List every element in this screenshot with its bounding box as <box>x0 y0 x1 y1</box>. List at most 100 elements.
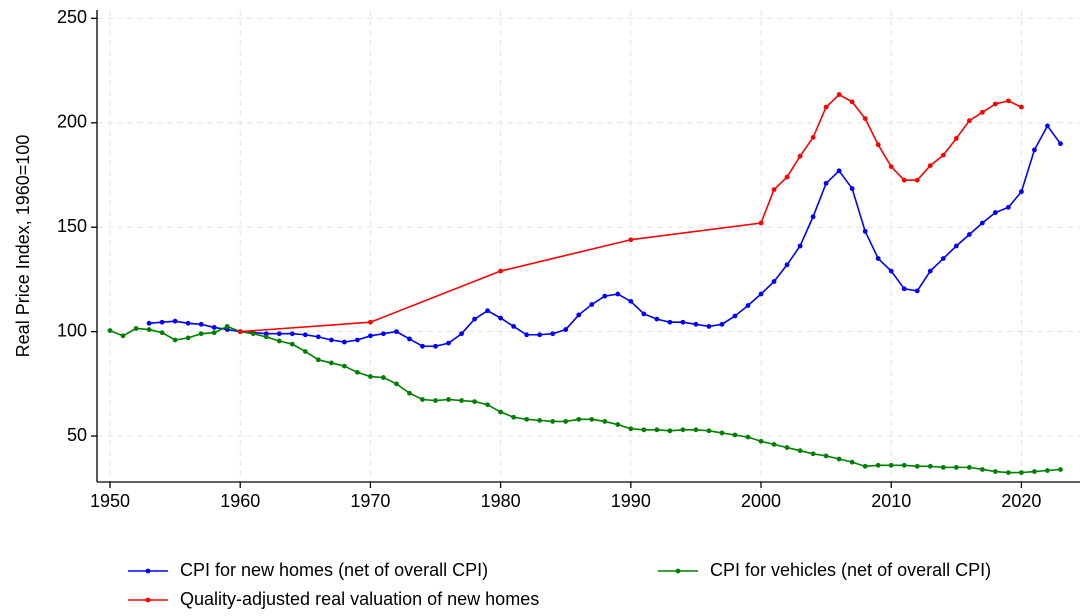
point <box>1058 467 1063 472</box>
point <box>654 316 660 322</box>
point <box>758 291 764 297</box>
point <box>823 104 829 110</box>
point <box>914 463 920 469</box>
legend-marker <box>145 597 151 603</box>
point <box>485 402 490 408</box>
point <box>992 469 998 474</box>
point <box>459 331 464 337</box>
point <box>966 464 972 470</box>
x-tick-label: 2020 <box>1001 491 1041 511</box>
point <box>394 381 399 387</box>
point <box>1032 469 1037 474</box>
point <box>185 320 191 326</box>
point <box>966 232 972 237</box>
point <box>810 134 816 140</box>
point <box>940 464 946 470</box>
point <box>810 214 816 220</box>
point <box>979 109 985 115</box>
point <box>433 398 438 403</box>
y-tick-label: 250 <box>57 7 87 27</box>
point <box>797 448 803 454</box>
point <box>302 349 308 354</box>
point <box>602 293 608 299</box>
point <box>537 332 543 338</box>
point <box>146 320 152 326</box>
point <box>784 445 790 450</box>
point <box>211 325 217 330</box>
point <box>797 153 803 159</box>
point <box>628 237 634 243</box>
point <box>172 337 178 343</box>
point <box>446 397 451 402</box>
point <box>237 329 243 335</box>
x-tick-label: 1970 <box>350 491 390 511</box>
point <box>276 331 282 337</box>
point <box>315 334 321 340</box>
point <box>979 467 985 472</box>
point <box>810 451 816 457</box>
point <box>485 308 490 314</box>
point <box>368 374 373 379</box>
point <box>1005 204 1011 210</box>
point <box>836 168 842 174</box>
point <box>615 422 621 427</box>
point <box>836 92 842 97</box>
point <box>407 336 412 342</box>
point <box>563 419 569 424</box>
point <box>732 313 738 319</box>
point <box>589 302 595 307</box>
point <box>159 319 165 325</box>
point <box>953 464 959 470</box>
point <box>784 174 790 180</box>
point <box>953 243 959 249</box>
point <box>172 318 178 324</box>
point <box>979 220 985 226</box>
point <box>1019 189 1024 195</box>
point <box>211 330 217 336</box>
point <box>940 256 946 261</box>
point <box>524 332 530 338</box>
point <box>511 414 517 420</box>
point <box>263 334 269 340</box>
point <box>849 459 855 465</box>
point <box>498 315 504 321</box>
legend-label: CPI for new homes (net of overall CPI) <box>180 560 488 580</box>
point <box>550 331 556 337</box>
point <box>940 152 946 158</box>
point <box>849 186 855 191</box>
point <box>693 427 699 433</box>
point <box>771 279 777 284</box>
point <box>628 298 634 304</box>
point <box>250 331 256 337</box>
x-tick-label: 2000 <box>741 491 781 511</box>
point <box>706 324 712 329</box>
point <box>1045 468 1050 473</box>
point <box>836 456 842 462</box>
point <box>459 398 464 403</box>
point <box>1019 470 1024 476</box>
point <box>120 333 126 339</box>
point <box>693 321 699 327</box>
point <box>888 462 894 468</box>
point <box>381 331 386 337</box>
point <box>315 357 321 363</box>
point <box>276 338 282 344</box>
point <box>368 319 373 325</box>
point <box>667 428 673 434</box>
point <box>888 268 894 274</box>
point <box>107 328 113 333</box>
x-tick-label: 1960 <box>220 491 260 511</box>
point <box>901 286 907 292</box>
point <box>289 341 295 347</box>
point <box>472 316 477 322</box>
point <box>732 432 738 438</box>
point <box>511 324 517 329</box>
point <box>289 331 295 337</box>
point <box>1045 123 1050 129</box>
point <box>992 210 998 215</box>
point <box>966 118 972 124</box>
legend-label: Quality-adjusted real valuation of new h… <box>180 589 539 609</box>
point <box>719 430 725 436</box>
y-tick-label: 150 <box>57 216 87 236</box>
point <box>341 363 347 369</box>
